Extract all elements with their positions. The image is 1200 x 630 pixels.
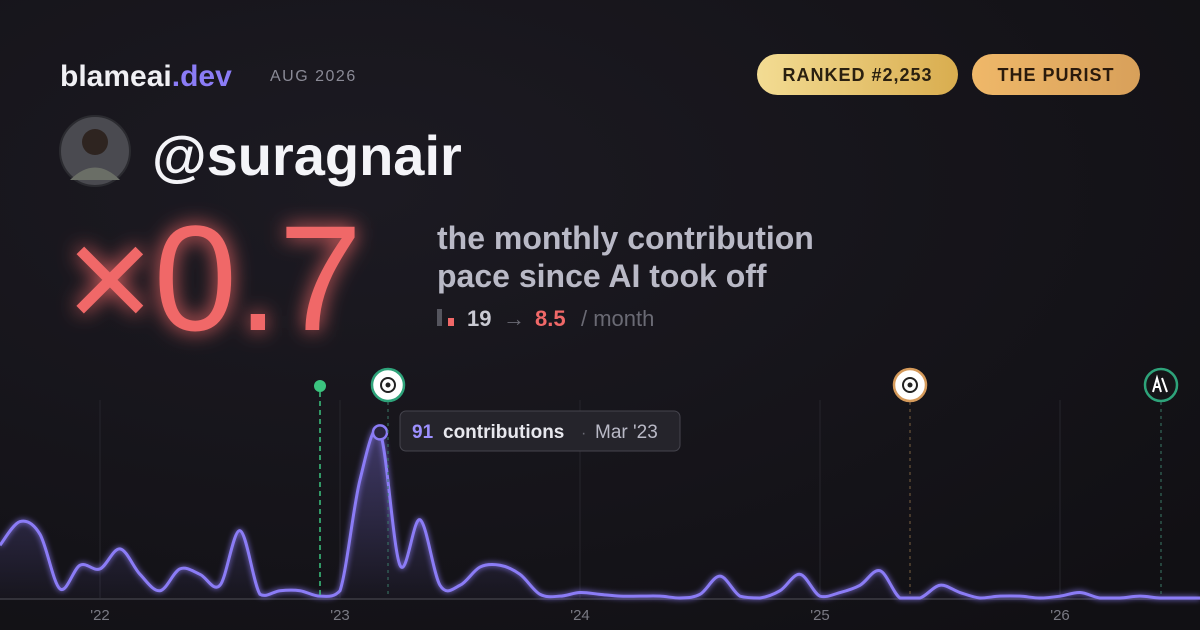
x-tick-label: '26 (1050, 607, 1070, 624)
avatar-head (82, 129, 108, 155)
pace-unit: / month (581, 306, 654, 331)
handle: @suragnair (152, 124, 462, 187)
tooltip-value: 91 (412, 422, 434, 443)
badge-text: THE PURIST (997, 65, 1114, 85)
area (0, 429, 1200, 598)
line (0, 427, 1200, 600)
multiplier: ×0.7 (66, 194, 362, 362)
chart: '22 '23 '24 '25 '26 (0, 400, 1200, 624)
x-tick-label: '25 (810, 607, 830, 624)
pace-icon (448, 318, 454, 326)
pace-before: 19 (467, 306, 491, 331)
tooltip-label: contributions (443, 422, 564, 443)
x-tick-label: '22 (90, 607, 110, 624)
date: AUG 2026 (270, 68, 357, 85)
highlight-point (371, 424, 389, 441)
pace-after: 8.5 (535, 306, 566, 331)
event-icon (1143, 367, 1179, 403)
headline: pace since AI took off (437, 258, 767, 294)
badge-text: RANKED #2,253 (782, 65, 932, 85)
event-icon (892, 367, 928, 403)
avatar-body (70, 167, 120, 180)
brand-name: blameai (60, 60, 172, 93)
badge (972, 54, 1140, 95)
tooltip-sep: · (581, 425, 586, 442)
event-dot (314, 380, 326, 392)
tooltip (399, 410, 681, 452)
badge (757, 54, 958, 95)
event-icon (370, 367, 406, 403)
x-tick-label: '23 (330, 607, 350, 624)
brand-tld: .dev (172, 60, 232, 93)
tooltip-date: Mar '23 (595, 422, 658, 443)
pace-icon (437, 309, 442, 326)
brand: blameai.dev (60, 60, 232, 93)
headline: the monthly contribution (437, 220, 814, 256)
pace-arrow: → (503, 306, 525, 331)
x-tick-label: '24 (570, 607, 590, 624)
